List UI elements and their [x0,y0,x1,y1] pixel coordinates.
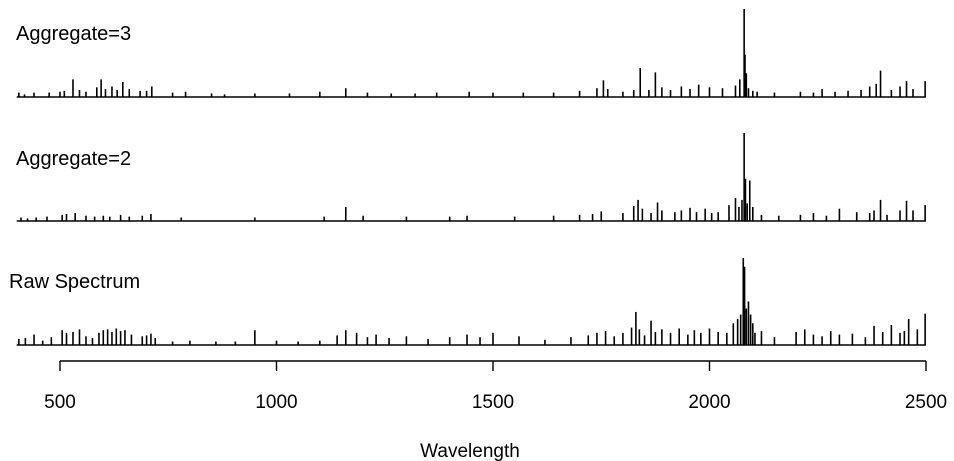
x-tick-label: 2500 [905,392,947,413]
x-axis: 500 1000 1500 2000 2500 [44,360,947,413]
panel-label: Aggregate=3 [16,23,131,45]
panel-label: Raw Spectrum [9,271,140,293]
x-tick-label: 500 [44,392,76,413]
panel-label: Aggregate=2 [16,148,131,170]
x-axis-title: Wavelength [420,441,520,461]
panel-3: Raw Spectrum [9,258,926,346]
panels-layer: Aggregate=3 Aggregate=2 Raw Spectrum [9,9,926,346]
x-ticks: 500 1000 1500 2000 2500 [44,361,947,413]
x-tick-label: 2000 [688,392,730,413]
x-tick-label: 1500 [472,392,514,413]
panel-1: Aggregate=3 [16,9,926,98]
x-tick-label: 1000 [255,392,297,413]
panel-2: Aggregate=2 [16,133,926,222]
